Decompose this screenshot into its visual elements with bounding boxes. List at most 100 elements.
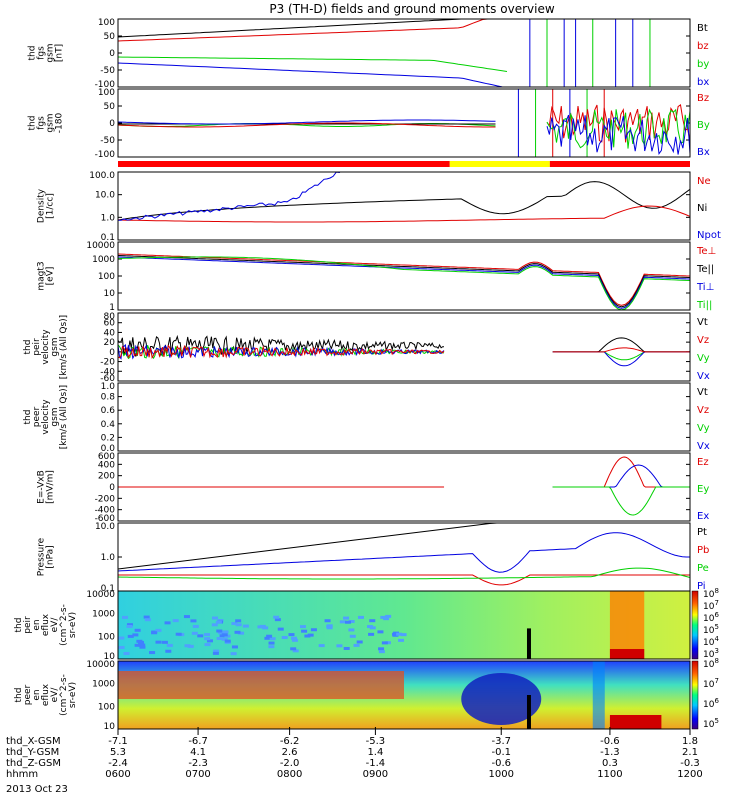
legend-Bz: Bz bbox=[697, 93, 709, 104]
xaxis-value: -0.1 bbox=[491, 747, 511, 758]
ylabel-line: velocity bbox=[41, 399, 51, 435]
legend-Te⊥: Te⊥ bbox=[696, 246, 716, 257]
ylabel-line: Density bbox=[37, 188, 47, 223]
colorbar bbox=[691, 590, 699, 660]
legend-Ni: Ni bbox=[697, 203, 707, 214]
spectrogram-cell bbox=[357, 615, 364, 619]
panel-frame bbox=[117, 18, 691, 88]
legend-Vt: Vt bbox=[697, 387, 708, 398]
spectrogram-cell bbox=[356, 640, 363, 644]
spectrogram-cell bbox=[262, 626, 269, 630]
spectrogram-cell bbox=[380, 615, 387, 619]
spectrogram-cell bbox=[384, 641, 391, 645]
spectrogram-cell bbox=[290, 636, 297, 640]
panel-frame bbox=[117, 312, 691, 382]
ytick-label: 10.0 bbox=[95, 191, 115, 201]
legend-Pe: Pe bbox=[697, 563, 709, 574]
xaxis-value: -6.2 bbox=[280, 736, 300, 747]
spectrogram-cell bbox=[368, 632, 375, 636]
ytick-label: 100 bbox=[98, 272, 115, 282]
panel-plot-area bbox=[118, 591, 690, 659]
ytick-label: -40 bbox=[100, 367, 115, 377]
spectrogram-cell bbox=[385, 614, 392, 618]
legend-Ez: Ez bbox=[697, 457, 709, 468]
spectrogram-cell bbox=[204, 637, 211, 641]
spectrogram-cell bbox=[211, 623, 218, 627]
series-temp bbox=[118, 253, 690, 306]
xaxis-value: 0700 bbox=[185, 769, 210, 780]
series-temp bbox=[118, 256, 690, 309]
ylabel-line: thd bbox=[14, 688, 24, 703]
legend-bx: bx bbox=[697, 77, 709, 88]
spectrogram-cell bbox=[184, 644, 191, 648]
spectrogram-cell bbox=[231, 645, 238, 649]
spectrogram-cell bbox=[343, 616, 350, 620]
spectrogram-cell bbox=[139, 643, 146, 647]
panel-fgs_zoom: thd fgs gsm -180 100 50 0 -50 -100 Bz By Bx bbox=[28, 88, 710, 160]
ylabel-line: thd bbox=[28, 46, 38, 61]
spectrogram-cell bbox=[273, 615, 280, 619]
xaxis-row-label: thd_X-GSM bbox=[6, 736, 61, 747]
ylabel-line: (cm^2-s- bbox=[59, 604, 69, 646]
ylabel-line: [mV/m] bbox=[46, 470, 56, 504]
panel-frame bbox=[117, 88, 691, 158]
spectrogram-cell bbox=[211, 616, 218, 620]
series-Ex bbox=[552, 464, 690, 488]
spectrogram-cell bbox=[291, 638, 298, 642]
ytick-label: 10000 bbox=[86, 590, 115, 600]
ylabel-line: -180 bbox=[55, 113, 65, 134]
spectrogram-cell bbox=[299, 625, 306, 629]
ylabel-line: gsm bbox=[46, 113, 56, 132]
spectrogram-cell bbox=[192, 624, 199, 628]
ylabel-line: eflux bbox=[41, 683, 51, 706]
ylabel-line: eV/ bbox=[50, 617, 60, 633]
series-Pi bbox=[118, 532, 690, 573]
mode-segment bbox=[118, 161, 450, 167]
ytick-label: 0.2 bbox=[101, 433, 115, 443]
ytick-label: 10.0 bbox=[95, 522, 115, 532]
ytick-label: 100.0 bbox=[89, 171, 115, 181]
ytick-label: 10 bbox=[104, 652, 116, 662]
ytick-label: 200 bbox=[98, 472, 115, 482]
ytick-label: 0.8 bbox=[101, 393, 116, 403]
legend-Vy: Vy bbox=[697, 423, 710, 434]
legend-Pb: Pb bbox=[697, 545, 709, 556]
xaxis-value: -5.3 bbox=[366, 736, 386, 747]
ytick-label: 0.1 bbox=[101, 233, 115, 243]
spectrogram-cell bbox=[400, 633, 407, 637]
spectrogram-cell bbox=[151, 631, 158, 635]
series-Pb bbox=[118, 574, 690, 586]
ytick-label: 100 bbox=[98, 18, 115, 28]
ytick-label: -100 bbox=[95, 80, 116, 90]
spectrogram-cell bbox=[132, 633, 139, 637]
series-Ey bbox=[552, 486, 690, 516]
panel-plot-area bbox=[118, 19, 651, 87]
xaxis-value: -7.1 bbox=[108, 736, 128, 747]
ytick-label: 80 bbox=[104, 312, 116, 322]
ytick-label: 10 bbox=[104, 722, 116, 732]
spectrogram-cell bbox=[190, 619, 197, 623]
ytick-label: 50 bbox=[104, 32, 116, 42]
spectrogram-cell bbox=[206, 639, 213, 643]
spectrogram-cell bbox=[369, 619, 376, 623]
x-axis-annotation: thd_X-GSM -7.1 -6.7 -6.2 -5.3 -3.7 -0.6 1.8 thd_… bbox=[6, 727, 703, 780]
spectrogram-cell bbox=[143, 615, 150, 619]
ylabel-line: fgs bbox=[37, 46, 47, 60]
legend-Ti||: Ti|| bbox=[696, 300, 712, 311]
ytick-label: 100 bbox=[98, 632, 115, 642]
series-bt bbox=[118, 19, 485, 38]
series-Ni bbox=[118, 181, 690, 221]
ylabel-line: (cm^2-s- bbox=[59, 674, 69, 716]
xaxis-value: -0.6 bbox=[491, 758, 511, 769]
ytick-label: 1.0 bbox=[101, 213, 116, 223]
spectrogram-cell bbox=[348, 620, 355, 624]
xaxis-value: 2.1 bbox=[682, 747, 698, 758]
ylabel-line: eflux bbox=[41, 613, 51, 636]
colorbar-label: 105 bbox=[703, 717, 719, 730]
ylabel-line: fgs bbox=[37, 116, 47, 130]
ylabel-line: thd bbox=[23, 340, 33, 355]
plot-title: P3 (TH-D) fields and ground moments over… bbox=[269, 2, 554, 16]
ylabel-line: E=-VxB bbox=[37, 470, 47, 504]
ylabel-line: [nT] bbox=[55, 44, 65, 62]
